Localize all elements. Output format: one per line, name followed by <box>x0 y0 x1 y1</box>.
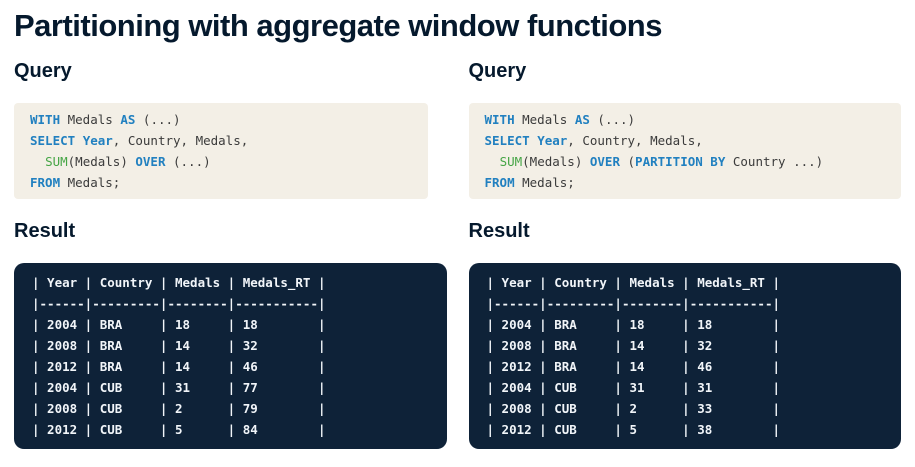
code-line: SUM(Medals) OVER (PARTITION BY Country .… <box>485 151 886 172</box>
page-title: Partitioning with aggregate window funct… <box>14 8 662 43</box>
sql-code-block: WITH Medals AS (...) SELECT Year, Country… <box>14 103 428 199</box>
sql-keyword: FROM <box>30 175 61 190</box>
sql-code-block: WITH Medals AS (...) SELECT Year, Country… <box>468 103 901 199</box>
sql-text <box>30 154 45 169</box>
code-line: FROM Medals; <box>30 172 412 193</box>
sql-text: (Medals) <box>67 154 136 169</box>
sql-text: (...) <box>589 112 636 127</box>
sql-text: , Country, Medals, <box>112 133 249 148</box>
sql-keyword: OVER <box>135 154 166 169</box>
code-line: SELECT Year, Country, Medals, <box>485 130 886 151</box>
sql-text: , Country, Medals, <box>567 133 703 148</box>
panel-partition-by: Query WITH Medals AS (...) SELECT Year, C… <box>468 44 901 449</box>
slide: Partitioning with aggregate window funct… <box>14 8 901 449</box>
sql-keyword: AS <box>120 112 136 127</box>
sql-text <box>75 133 83 148</box>
code-line: SELECT Year, Country, Medals, <box>30 130 412 151</box>
sql-keyword: PARTITION BY <box>635 154 726 169</box>
sql-keyword: Year <box>82 133 113 148</box>
sql-text: Medals <box>60 112 121 127</box>
sql-keyword: WITH <box>30 112 61 127</box>
sql-keyword: FROM <box>484 175 515 190</box>
panel-columns: Query WITH Medals AS (...) SELECT Year, C… <box>14 44 901 449</box>
sql-keyword: AS <box>574 112 590 127</box>
query-heading: Query <box>14 60 72 82</box>
sql-text: Medals <box>514 112 575 127</box>
result-output-block: | Year | Country | Medals | Medals_RT | … <box>468 263 901 449</box>
sql-text: Country ...) <box>725 154 824 169</box>
sql-text: ( <box>619 154 636 169</box>
code-line: WITH Medals AS (...) <box>30 109 412 130</box>
result-heading: Result <box>468 220 530 242</box>
sql-text: (...) <box>165 154 211 169</box>
sql-function: SUM <box>45 154 68 169</box>
sql-text: Medals; <box>514 175 575 190</box>
query-heading: Query <box>468 60 527 82</box>
sql-keyword: OVER <box>589 154 620 169</box>
sql-keyword: SELECT <box>484 133 530 148</box>
sql-text: Medals; <box>60 175 121 190</box>
code-line: FROM Medals; <box>485 172 886 193</box>
code-line: SUM(Medals) OVER (...) <box>30 151 412 172</box>
sql-text: (Medals) <box>522 154 590 169</box>
sql-function: SUM <box>499 154 523 169</box>
sql-keyword: WITH <box>484 112 515 127</box>
result-heading: Result <box>14 220 76 242</box>
panel-running-total: Query WITH Medals AS (...) SELECT Year, C… <box>14 44 447 449</box>
sql-keyword: SELECT <box>30 133 76 148</box>
sql-keyword: Year <box>537 133 568 148</box>
result-output-block: | Year | Country | Medals | Medals_RT | … <box>14 263 447 449</box>
code-line: WITH Medals AS (...) <box>485 109 886 130</box>
sql-text: (...) <box>135 112 181 127</box>
sql-text <box>485 154 500 169</box>
